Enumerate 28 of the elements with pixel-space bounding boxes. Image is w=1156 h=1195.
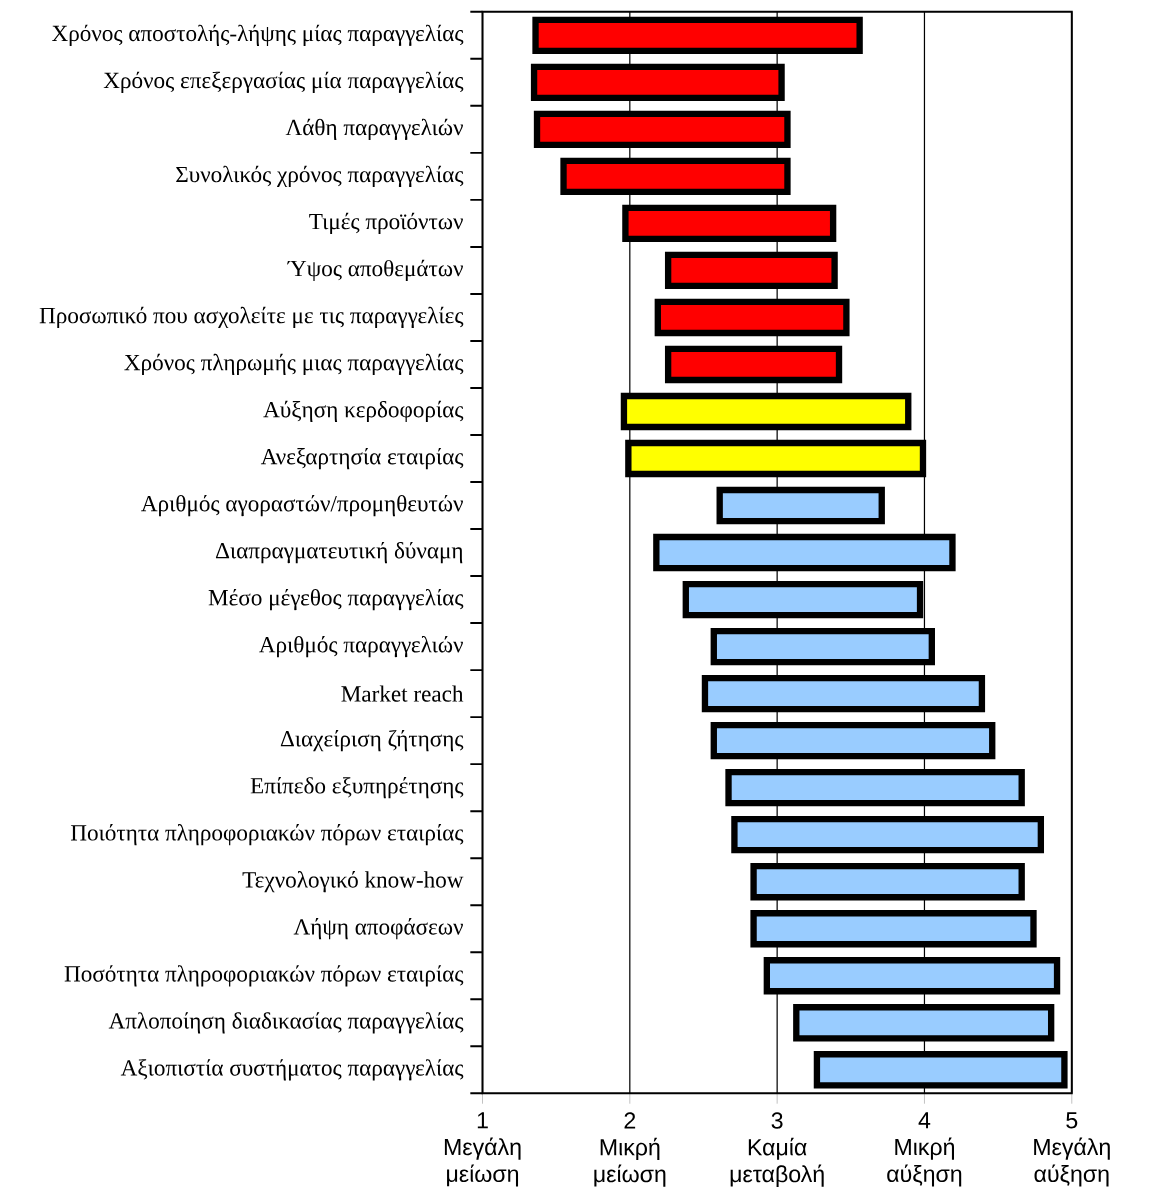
y-tick-label: Χρόνος επεξεργασίας μία παραγγελίας [103,71,464,93]
y-tick-label: Αριθμός αγοραστών/προμηθευτών [141,494,463,517]
y-tick-label: Χρόνος πληρωμής μιας παραγγελίας [124,353,464,376]
y-tick-label: Τεχνολογικό know-how [242,871,464,893]
x-tick-label: 4 Μικρή αύξηση [887,1112,962,1187]
x-tick-label: 3 Καμία μεταβολή [730,1112,824,1187]
y-tick-label: Λήψη αποφάσεων [293,918,463,940]
y-tick-label: Προσωπικό που ασχολείτε με τις παραγγελίες [39,306,464,329]
y-tick-label: Αύξηση κερδοφορίας [263,400,464,423]
y-tick-label: Αξιοπιστία συστήματος παραγγελίας [120,1059,464,1081]
y-tick-label: Ποιότητα πληροφοριακών πόρων εταιρίας [70,824,464,846]
y-tick-label: Αριθμός παραγγελιών [258,635,463,658]
y-tick-label: Λάθη παραγγελιών [285,118,463,140]
y-tick-label: Επίπεδο εξυπηρέτησης [250,777,464,799]
y-tick-label: Ύψος αποθεμάτων [287,259,463,282]
x-tick-label: 1 Μεγάλη μείωση [444,1112,521,1187]
y-tick-label: Μέσο μέγεθος παραγγελίας [208,588,464,611]
y-tick-label: Τιμές προϊόντων [309,212,463,235]
x-tick-label: 2 Μικρή μείωση [594,1112,666,1187]
y-tick-label: Απλοποίηση διαδικασίας παραγγελίας [108,1012,464,1034]
y-tick-label: Ποσότητα πληροφοριακών πόρων εταιρίας [64,965,464,987]
y-tick-label: Διαχείριση ζήτησης [280,730,464,752]
y-tick-label: Χρόνος αποστολής-λήψης μίας παραγγελίας [51,24,464,46]
x-tick-label: 5 Μεγάλη αύξηση [1034,1112,1110,1187]
y-tick-label: Διαπραγματευτική δύναμη [215,541,463,564]
y-tick-label: Συνολικός χρόνος παραγγελίας [176,165,464,187]
y-tick-label: Market reach [341,685,464,702]
y-tick-label: Ανεξαρτησία εταιρίας [260,447,464,470]
